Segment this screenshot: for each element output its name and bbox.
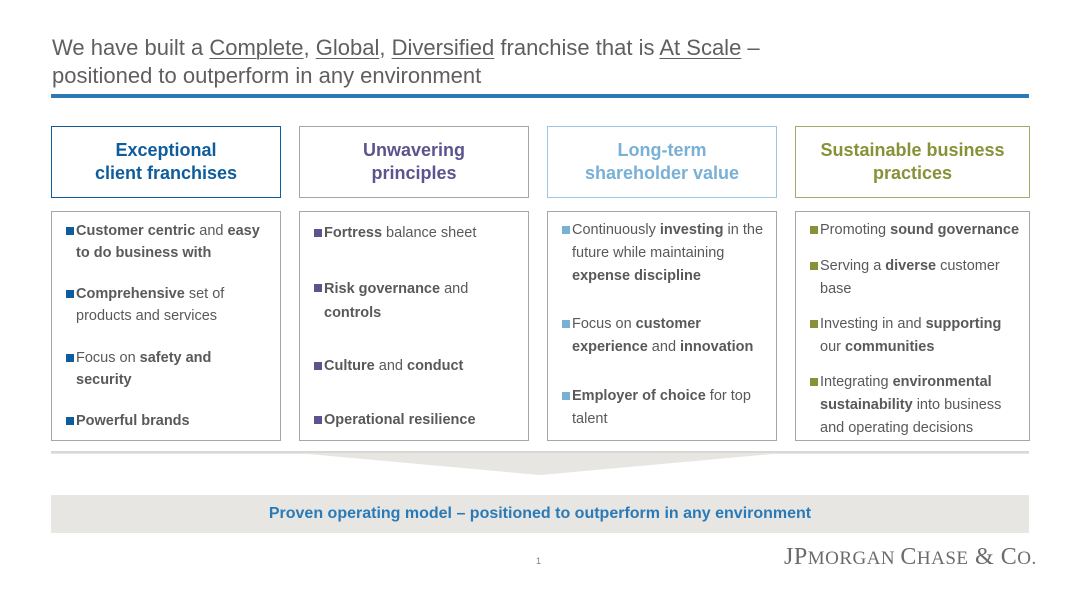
list-item: Continuously investing in the future whi… (562, 219, 772, 288)
square-bullet-icon (562, 226, 570, 234)
heading-principles: Unwavering principles (299, 126, 529, 198)
list-item: Promoting sound governance (810, 219, 1025, 242)
column-principles: Fortress balance sheet Risk governance a… (299, 211, 529, 441)
list-item: Risk governance and controls (314, 277, 524, 325)
heading-client-franchises: Exceptional client franchises (51, 126, 281, 198)
list-item: Serving a diverse customer base (810, 255, 1025, 301)
title-divider (51, 94, 1029, 98)
square-bullet-icon (314, 362, 322, 370)
square-bullet-icon (810, 226, 818, 234)
list-item: Integrating environmental sustainability… (810, 371, 1025, 440)
square-bullet-icon (810, 262, 818, 270)
page-title: We have built a Complete, Global, Divers… (52, 35, 760, 88)
title-at-scale: At Scale (659, 35, 742, 60)
title-global: Global (315, 35, 380, 60)
list-item: Culture and conduct (314, 355, 524, 377)
square-bullet-icon (66, 290, 74, 298)
square-bullet-icon (562, 392, 570, 400)
square-bullet-icon (66, 354, 74, 362)
page-number: 1 (536, 556, 542, 566)
square-bullet-icon (314, 229, 322, 237)
list-item: Fortress balance sheet (314, 222, 524, 244)
square-bullet-icon (314, 416, 322, 424)
operating-model-banner: Proven operating model – positioned to o… (51, 495, 1029, 533)
list-item: Investing in and supporting our communit… (810, 313, 1025, 359)
list-item: Comprehensive set of products and servic… (66, 283, 276, 327)
square-bullet-icon (810, 378, 818, 386)
column-shareholder-value: Continuously investing in the future whi… (547, 211, 777, 441)
heading-sustainable-practices: Sustainable business practices (795, 126, 1030, 198)
column-client-franchises: Customer centric and easy to do business… (51, 211, 281, 441)
list-item: Employer of choice for top talent (562, 385, 772, 431)
list-item: Focus on customer experience and innovat… (562, 313, 772, 359)
square-bullet-icon (810, 320, 818, 328)
square-bullet-icon (562, 320, 570, 328)
square-bullet-icon (66, 417, 74, 425)
list-item: Focus on safety and security (66, 347, 276, 391)
title-line-2: positioned to outperform in any environm… (52, 63, 482, 88)
square-bullet-icon (314, 284, 322, 292)
heading-shareholder-value: Long-term shareholder value (547, 126, 777, 198)
jpmorgan-chase-logo: JPMORGAN CHASE & CO. (784, 544, 1037, 570)
funnel-arrow-shape (51, 451, 1029, 475)
list-item: Customer centric and easy to do business… (66, 220, 276, 264)
column-sustainable-practices: Promoting sound governance Serving a div… (795, 211, 1030, 441)
list-item: Powerful brands (66, 410, 276, 432)
title-diversified: Diversified (391, 35, 495, 60)
square-bullet-icon (66, 227, 74, 235)
title-complete: Complete (209, 35, 304, 60)
list-item: Operational resilience (314, 409, 524, 431)
